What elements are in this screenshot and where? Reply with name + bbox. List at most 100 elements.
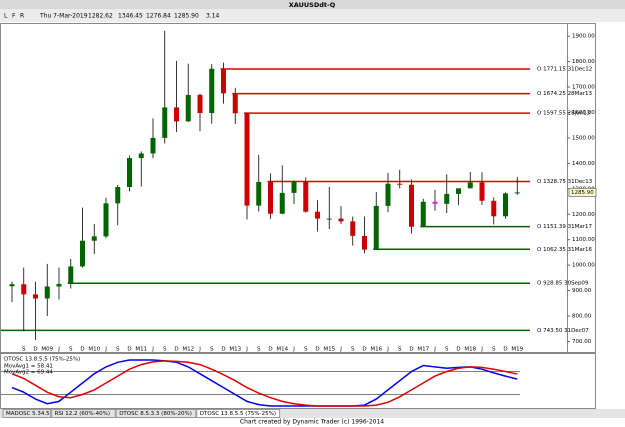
x-tick-label: S	[210, 347, 214, 353]
legend-entry: MovAvg2 = 69.44	[4, 370, 53, 376]
y-tick-label: 900.00	[572, 288, 592, 294]
x-tick-label: M13	[229, 347, 241, 353]
x-tick-label: J	[104, 347, 107, 353]
candle-body	[432, 201, 438, 204]
x-tick-label: D	[409, 347, 413, 353]
candle-body	[80, 240, 85, 267]
x-tick-label: M19	[511, 347, 523, 353]
legend-entry: MovAvg1 = 58.41	[4, 364, 53, 370]
x-tick-label: S	[351, 347, 355, 353]
x-tick-label: D	[456, 347, 460, 353]
candle-body	[138, 153, 144, 159]
x-tick-label: D	[127, 347, 131, 353]
candle-body	[479, 182, 485, 201]
candle-body	[221, 68, 226, 94]
candle-body	[444, 193, 450, 204]
x-tick-label: J	[57, 347, 60, 353]
tab[interactable]	[51, 409, 116, 418]
candle-body	[456, 188, 461, 194]
y-tick-label: 1200.00	[572, 212, 595, 218]
last-price-label: 1285.90	[571, 190, 594, 196]
x-tick-label: M18	[464, 347, 476, 353]
candle-body	[279, 192, 285, 214]
y-tick-label: 800.00	[572, 314, 592, 320]
candle-body	[420, 201, 426, 227]
candle-body	[9, 284, 15, 287]
x-tick-label: S	[492, 347, 496, 353]
candle-body	[91, 236, 97, 241]
y-tick-label: 1600.00	[572, 110, 595, 116]
y-tick-label: 1400.00	[572, 161, 595, 167]
x-tick-label: J	[480, 347, 483, 353]
candle-body	[362, 235, 367, 250]
tab[interactable]	[196, 409, 281, 418]
toolbar-button[interactable]: R	[20, 13, 24, 20]
level-label: O 1328.75 31Dec13	[537, 179, 593, 185]
candle-body	[197, 94, 203, 114]
candle-body	[409, 184, 414, 227]
x-tick-label: J	[151, 347, 154, 353]
x-tick-label: S	[163, 347, 167, 353]
candle-body	[315, 211, 320, 219]
x-tick-label: M16	[370, 347, 382, 353]
x-tick-label: S	[445, 347, 449, 353]
x-tick-label: J	[386, 347, 389, 353]
y-tick-label: 1000.00	[572, 263, 595, 269]
candle-body	[467, 182, 473, 189]
price-panel	[0, 23, 596, 353]
level-label: O 1151.39 31Mar17	[537, 224, 592, 230]
x-tick-label: M09	[41, 347, 53, 353]
candle-body	[127, 158, 132, 188]
level-label: O 928.85 30Sep09	[537, 281, 589, 287]
tab-label[interactable]: DTOSC 13.8.5.5 (75%-25%)	[200, 411, 276, 417]
title-bar	[0, 0, 625, 9]
candle-body	[21, 284, 27, 295]
x-tick-label: J	[198, 347, 201, 353]
last-price-box	[568, 187, 597, 197]
x-tick-label: J	[245, 347, 248, 353]
candle-body	[373, 205, 379, 250]
osc-line	[11, 360, 518, 407]
candle-body	[33, 294, 38, 299]
candle-body	[385, 183, 391, 206]
x-tick-label: D	[221, 347, 225, 353]
tab[interactable]	[115, 409, 197, 418]
footer: Chart created by Dynamic Trader (c) 1996…	[240, 419, 384, 426]
info-change: 3.14	[206, 13, 220, 20]
y-tick-label: 1500.00	[572, 135, 595, 141]
info-bar	[0, 9, 625, 22]
y-tick-label: 1700.00	[572, 85, 595, 91]
y-tick-label: 1100.00	[572, 237, 595, 243]
candle-body	[514, 192, 520, 194]
level-label: O 1771.15 31Dec12	[537, 66, 592, 72]
candle-body	[268, 181, 273, 214]
tab-label[interactable]: RSI 12.2 (60%-40%)	[55, 411, 110, 417]
candle-body	[232, 93, 238, 114]
candle-body	[291, 181, 297, 193]
tab-label[interactable]: DTOSC 8.5.3.3 (80%-20%)	[119, 411, 192, 417]
candle-body	[256, 181, 262, 206]
x-tick-label: S	[398, 347, 402, 353]
x-tick-label: S	[69, 347, 73, 353]
x-tick-label: J	[339, 347, 342, 353]
level-label: O 743.50 31Dec07	[537, 328, 589, 334]
x-tick-label: D	[362, 347, 366, 353]
x-tick-label: D	[174, 347, 178, 353]
tab-label[interactable]: MADOSC 5.34.5	[6, 411, 50, 417]
candle-body	[326, 218, 332, 220]
toolbar-button[interactable]: L	[4, 13, 8, 20]
candle-body	[303, 181, 309, 212]
x-tick-label: S	[22, 347, 26, 353]
toolbar-button[interactable]: F	[12, 13, 16, 20]
candle-body	[338, 218, 344, 222]
candle-body	[174, 107, 179, 122]
candle-body	[68, 266, 74, 284]
x-tick-label: M10	[88, 347, 100, 353]
candle-body	[115, 187, 121, 204]
candle-body	[162, 107, 168, 138]
info-open: 1282.62	[88, 13, 113, 20]
candle-body	[103, 203, 109, 237]
tab[interactable]	[2, 409, 52, 418]
y-tick-label: 1900.00	[572, 34, 595, 40]
candle-body	[44, 286, 50, 299]
